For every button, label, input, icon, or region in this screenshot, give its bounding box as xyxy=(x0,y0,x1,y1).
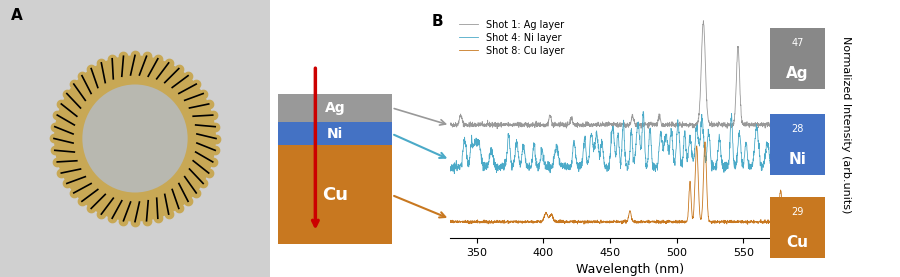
Bar xyxy=(278,94,392,122)
Bar xyxy=(278,122,392,145)
Shot 4: Ni layer: (344, 0.454): Ni layer: (344, 0.454) xyxy=(464,160,474,164)
Shot 8: Cu layer: (592, 0.0237): Cu layer: (592, 0.0237) xyxy=(795,220,806,223)
Shot 1: Ag layer: (454, 0.733): Ag layer: (454, 0.733) xyxy=(610,122,621,125)
Text: Ag: Ag xyxy=(325,101,345,115)
Shot 8: Cu layer: (521, 0.6): Cu layer: (521, 0.6) xyxy=(699,140,710,143)
Shot 1: Ag layer: (543, 0.728): Ag layer: (543, 0.728) xyxy=(728,122,739,126)
Shot 8: Cu layer: (592, 0.0227): Cu layer: (592, 0.0227) xyxy=(795,220,806,223)
X-axis label: Wavelength (nm): Wavelength (nm) xyxy=(576,263,684,276)
Shot 8: Cu layer: (454, 0.0195): Cu layer: (454, 0.0195) xyxy=(610,220,621,224)
Text: 47: 47 xyxy=(791,38,804,48)
Text: A: A xyxy=(11,8,22,23)
Shot 4: Ni layer: (600, 0.425): Ni layer: (600, 0.425) xyxy=(805,164,815,168)
Text: Cu: Cu xyxy=(322,186,347,204)
Text: Ni: Ni xyxy=(327,127,343,141)
Legend: Shot 1: Ag layer, Shot 4: Ni layer, Shot 8: Cu layer: Shot 1: Ag layer, Shot 4: Ni layer, Shot… xyxy=(454,16,568,60)
Shot 1: Ag layer: (365, 0.695): Ag layer: (365, 0.695) xyxy=(491,127,502,130)
Text: 28: 28 xyxy=(791,124,804,134)
Bar xyxy=(278,145,392,244)
Line: Shot 8: Cu layer: Shot 8: Cu layer xyxy=(450,142,810,224)
Shot 1: Ag layer: (461, 0.718): Ag layer: (461, 0.718) xyxy=(620,124,631,127)
Shot 1: Ag layer: (592, 0.726): Ag layer: (592, 0.726) xyxy=(795,123,806,126)
Shot 4: Ni layer: (330, 0.408): Ni layer: (330, 0.408) xyxy=(445,167,455,170)
Shot 1: Ag layer: (520, 1.48): Ag layer: (520, 1.48) xyxy=(698,19,709,22)
Text: 29: 29 xyxy=(791,207,804,217)
Text: Ni: Ni xyxy=(788,152,806,167)
Shot 8: Cu layer: (330, 0.021): Cu layer: (330, 0.021) xyxy=(445,220,455,223)
Shot 4: Ni layer: (461, 0.526): Ni layer: (461, 0.526) xyxy=(620,150,631,154)
Shot 1: Ag layer: (330, 0.728): Ag layer: (330, 0.728) xyxy=(445,122,455,126)
Shot 8: Cu layer: (600, 0.0203): Cu layer: (600, 0.0203) xyxy=(805,220,815,223)
Shot 1: Ag layer: (592, 0.721): Ag layer: (592, 0.721) xyxy=(795,124,806,127)
Line: Shot 1: Ag layer: Shot 1: Ag layer xyxy=(450,21,810,129)
Shot 4: Ni layer: (543, 0.443): Ni layer: (543, 0.443) xyxy=(728,162,739,165)
Shot 4: Ni layer: (592, 0.379): Ni layer: (592, 0.379) xyxy=(795,171,806,174)
Text: Normalized Intensity (arb.units): Normalized Intensity (arb.units) xyxy=(841,36,851,213)
Circle shape xyxy=(83,84,188,193)
Text: Ag: Ag xyxy=(787,66,809,81)
Shot 4: Ni layer: (333, 0.369): Ni layer: (333, 0.369) xyxy=(449,172,460,175)
Circle shape xyxy=(54,55,216,222)
Shot 8: Cu layer: (553, 0.0011): Cu layer: (553, 0.0011) xyxy=(742,223,753,226)
Shot 8: Cu layer: (461, 0.0353): Cu layer: (461, 0.0353) xyxy=(619,218,630,221)
Shot 4: Ni layer: (475, 0.82): Ni layer: (475, 0.82) xyxy=(638,110,649,113)
Line: Shot 4: Ni layer: Shot 4: Ni layer xyxy=(450,112,810,174)
Shot 8: Cu layer: (344, 0.0202): Cu layer: (344, 0.0202) xyxy=(463,220,473,223)
Shot 1: Ag layer: (344, 0.721): Ag layer: (344, 0.721) xyxy=(463,124,473,127)
Shot 8: Cu layer: (543, 0.0231): Cu layer: (543, 0.0231) xyxy=(728,220,739,223)
Text: B: B xyxy=(432,14,444,29)
Shot 1: Ag layer: (600, 0.717): Ag layer: (600, 0.717) xyxy=(805,124,815,127)
Text: Cu: Cu xyxy=(787,235,808,250)
Shot 4: Ni layer: (592, 0.409): Ni layer: (592, 0.409) xyxy=(795,166,806,170)
Shot 4: Ni layer: (454, 0.489): Ni layer: (454, 0.489) xyxy=(610,155,621,159)
